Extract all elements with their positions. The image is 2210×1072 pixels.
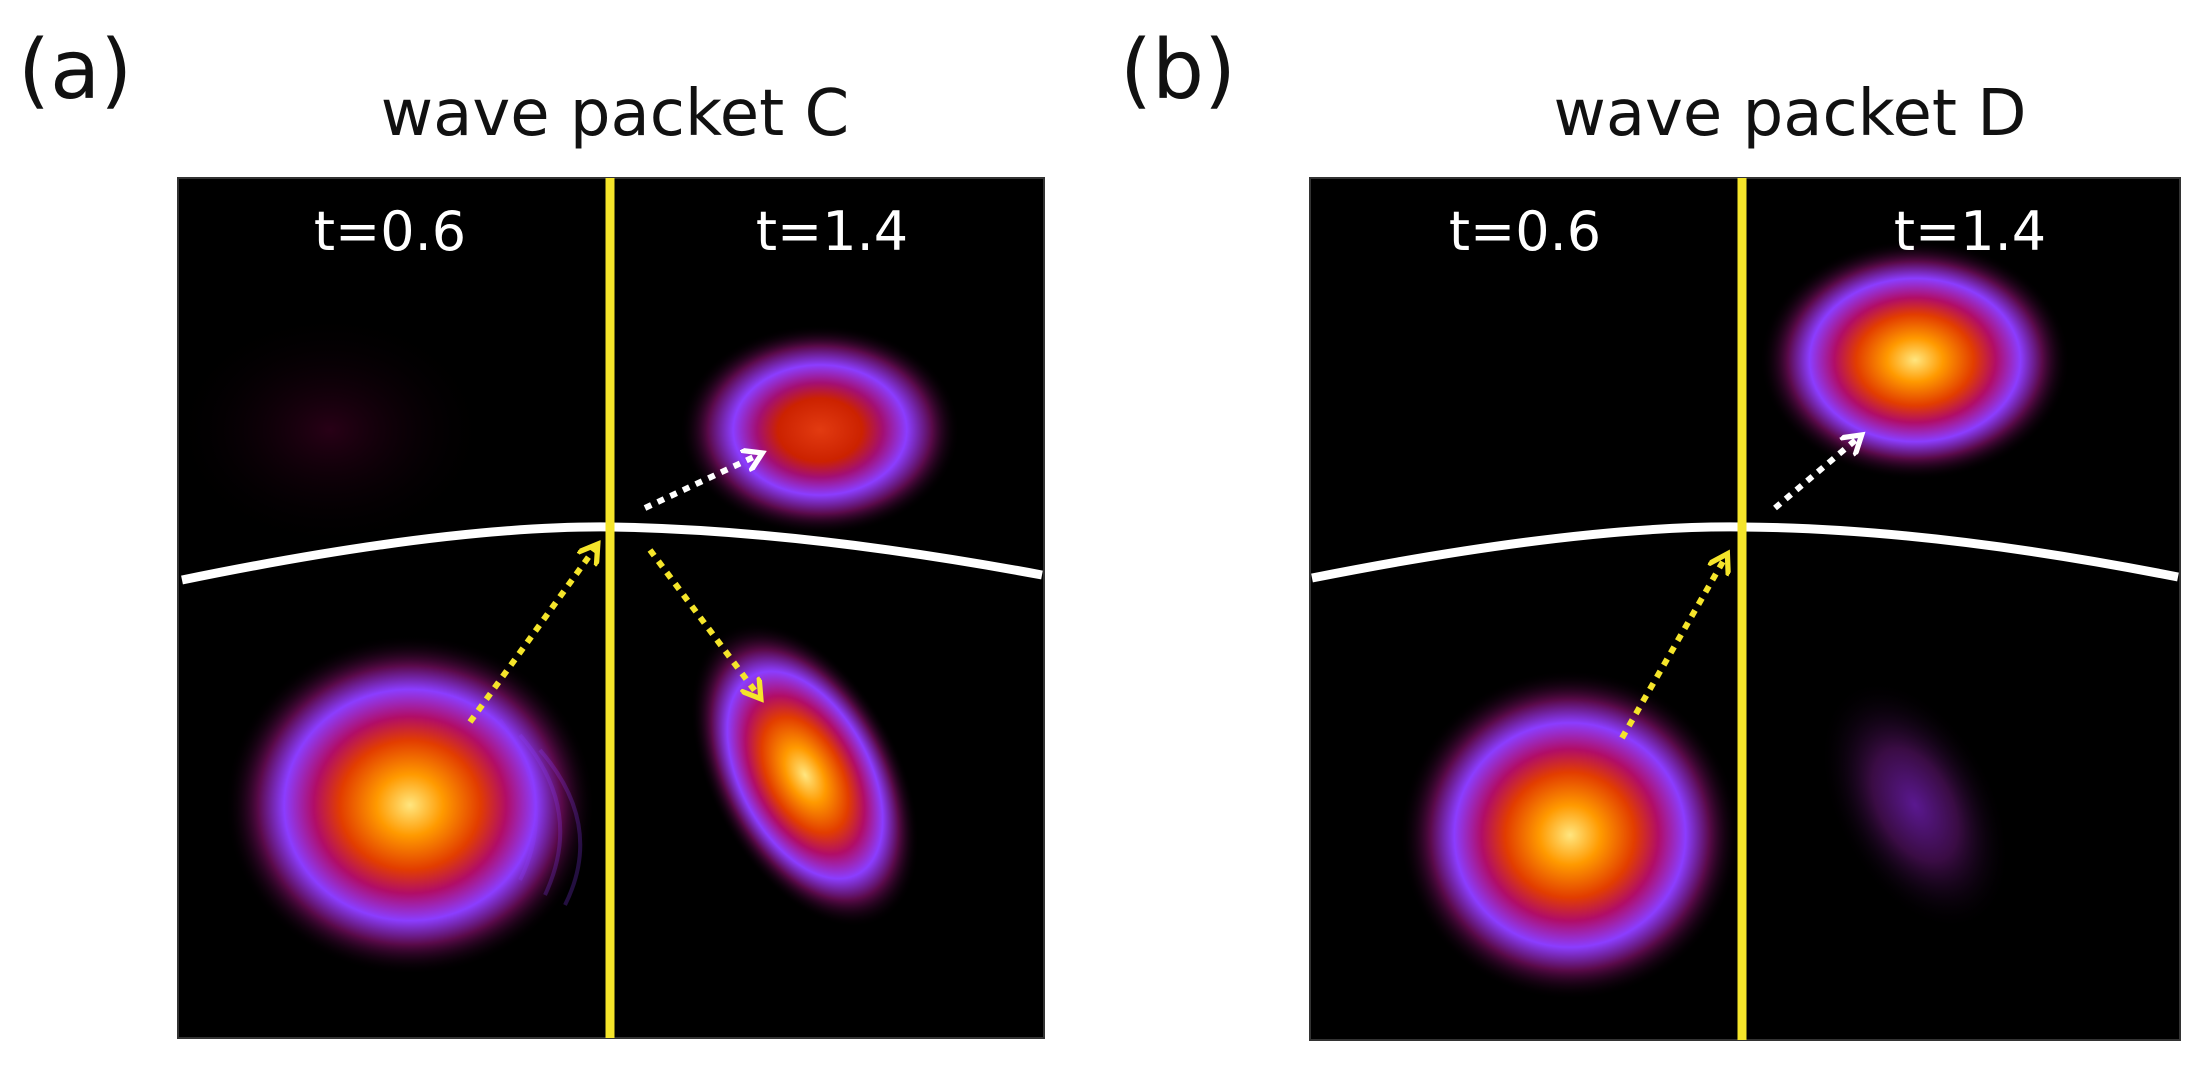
panel-b-label: (b) [1120, 23, 1237, 118]
panel-a-label: (a) [18, 23, 133, 118]
panel-b-transmitted-arrow [1773, 438, 1858, 511]
panel-a-right-time-label: t=1.4 [756, 200, 908, 263]
panel-b-right-time-label: t=1.4 [1894, 200, 2046, 263]
panel-b-incident-arrow [1619, 558, 1725, 740]
panel-b-incident-wave-packet [1400, 670, 1740, 1000]
panel-a-incident-wave-packet [225, 635, 595, 975]
panel-a-transmitted-arrow [643, 455, 758, 511]
panel-a-reflected-arrow [647, 548, 758, 695]
panel-a-title: wave packet C [380, 77, 850, 151]
panel-a: t=0.6 t=1.4 [177, 177, 1045, 1039]
panel-a-faint-glow [178, 310, 490, 550]
panel-a-transmitted-wave-packet [680, 325, 960, 535]
panel-b-reflected-wave-packet [1820, 680, 2010, 930]
panel-b-transmitted-wave-packet [1760, 240, 2070, 480]
panel-b-left-time-label: t=0.6 [1449, 200, 1601, 263]
panel-b: t=0.6 t=1.4 [1309, 177, 2181, 1041]
panel-b-title: wave packet D [1553, 77, 2027, 151]
panel-a-left-time-label: t=0.6 [314, 200, 466, 263]
panel-a-interference-fringes [498, 718, 583, 906]
